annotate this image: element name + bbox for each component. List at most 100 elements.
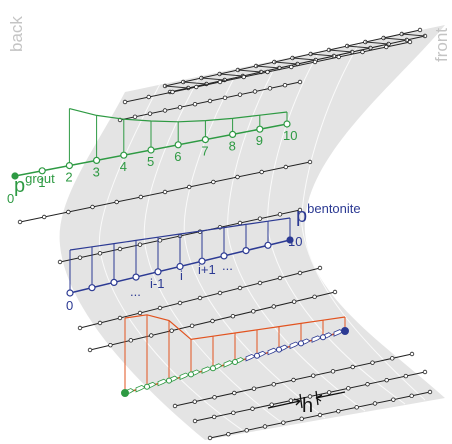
node (289, 65, 293, 69)
node (292, 300, 296, 304)
node (193, 400, 197, 404)
node (327, 391, 331, 395)
node (193, 419, 197, 423)
node (298, 80, 302, 84)
node (213, 396, 217, 400)
node (366, 382, 370, 386)
diagram: 012345678910...i-1ii+1... back front pgr… (0, 0, 452, 444)
node (351, 365, 355, 369)
back-label: back (7, 16, 26, 52)
node (118, 247, 122, 251)
node (373, 402, 377, 406)
node (232, 391, 236, 395)
node (311, 374, 315, 378)
combined-node (233, 360, 238, 365)
node (211, 319, 215, 323)
bentonite-node (89, 285, 95, 291)
combined-node (299, 341, 304, 346)
node (270, 403, 274, 407)
grout-symbol: pgrout (14, 171, 55, 197)
node (147, 95, 151, 99)
node (91, 205, 95, 209)
node (238, 93, 242, 97)
node (238, 286, 242, 290)
node (404, 374, 408, 378)
flow-arrow (136, 385, 145, 391)
node (238, 221, 242, 225)
node (390, 357, 394, 361)
grout-node (66, 163, 72, 169)
front-label: front (432, 28, 451, 62)
node (163, 190, 167, 194)
grout-node (148, 147, 154, 153)
grout-node-label: 5 (147, 154, 154, 169)
node (158, 306, 162, 310)
node (193, 102, 197, 106)
node (268, 87, 272, 91)
node (318, 413, 322, 417)
node (67, 210, 71, 214)
bentonite-first: 0 (66, 298, 73, 313)
node (123, 100, 127, 104)
node (18, 220, 22, 224)
combined-node (211, 366, 216, 371)
grout-node-label: 6 (174, 149, 181, 164)
node (227, 432, 231, 436)
node (252, 387, 256, 391)
node (278, 276, 282, 280)
node (272, 383, 276, 387)
node (337, 409, 341, 413)
node (418, 28, 422, 32)
grout-node (202, 137, 208, 143)
node (347, 387, 351, 391)
node (78, 326, 82, 330)
bentonite-node (155, 269, 161, 275)
node (258, 217, 262, 221)
node (223, 96, 227, 100)
node (282, 421, 286, 425)
node (263, 425, 267, 429)
node (410, 352, 414, 356)
node (173, 404, 177, 408)
node (88, 348, 92, 352)
node (42, 215, 46, 219)
node (98, 252, 102, 256)
node (158, 239, 162, 243)
node (148, 112, 152, 116)
node (283, 83, 287, 87)
node (371, 361, 375, 365)
grout-node (94, 157, 100, 163)
node (236, 175, 240, 179)
node (308, 160, 312, 164)
node (218, 291, 222, 295)
node (109, 343, 113, 347)
bentonite-node (265, 242, 271, 248)
node (361, 50, 365, 54)
node (232, 411, 236, 415)
bentonite-node-label: ... (130, 284, 141, 299)
combined-node (255, 353, 260, 358)
node (318, 266, 322, 270)
node (258, 281, 262, 285)
combined-node (321, 335, 326, 340)
node (289, 399, 293, 403)
bentonite-node (67, 290, 73, 296)
combined-node (145, 384, 150, 389)
node (272, 305, 276, 309)
node (333, 290, 337, 294)
node (171, 90, 175, 94)
node (266, 70, 270, 74)
node (231, 314, 235, 318)
node (163, 109, 167, 113)
node (355, 406, 359, 410)
node (331, 370, 335, 374)
node (300, 417, 304, 421)
combined-node (342, 328, 349, 335)
node (253, 90, 257, 94)
node (178, 301, 182, 305)
grout-node-label: 2 (65, 170, 72, 185)
node (115, 200, 119, 204)
grout-node-label: 8 (229, 138, 236, 153)
bentonite-node-label: i+1 (198, 262, 216, 277)
bentonite-last: 10 (288, 234, 302, 249)
